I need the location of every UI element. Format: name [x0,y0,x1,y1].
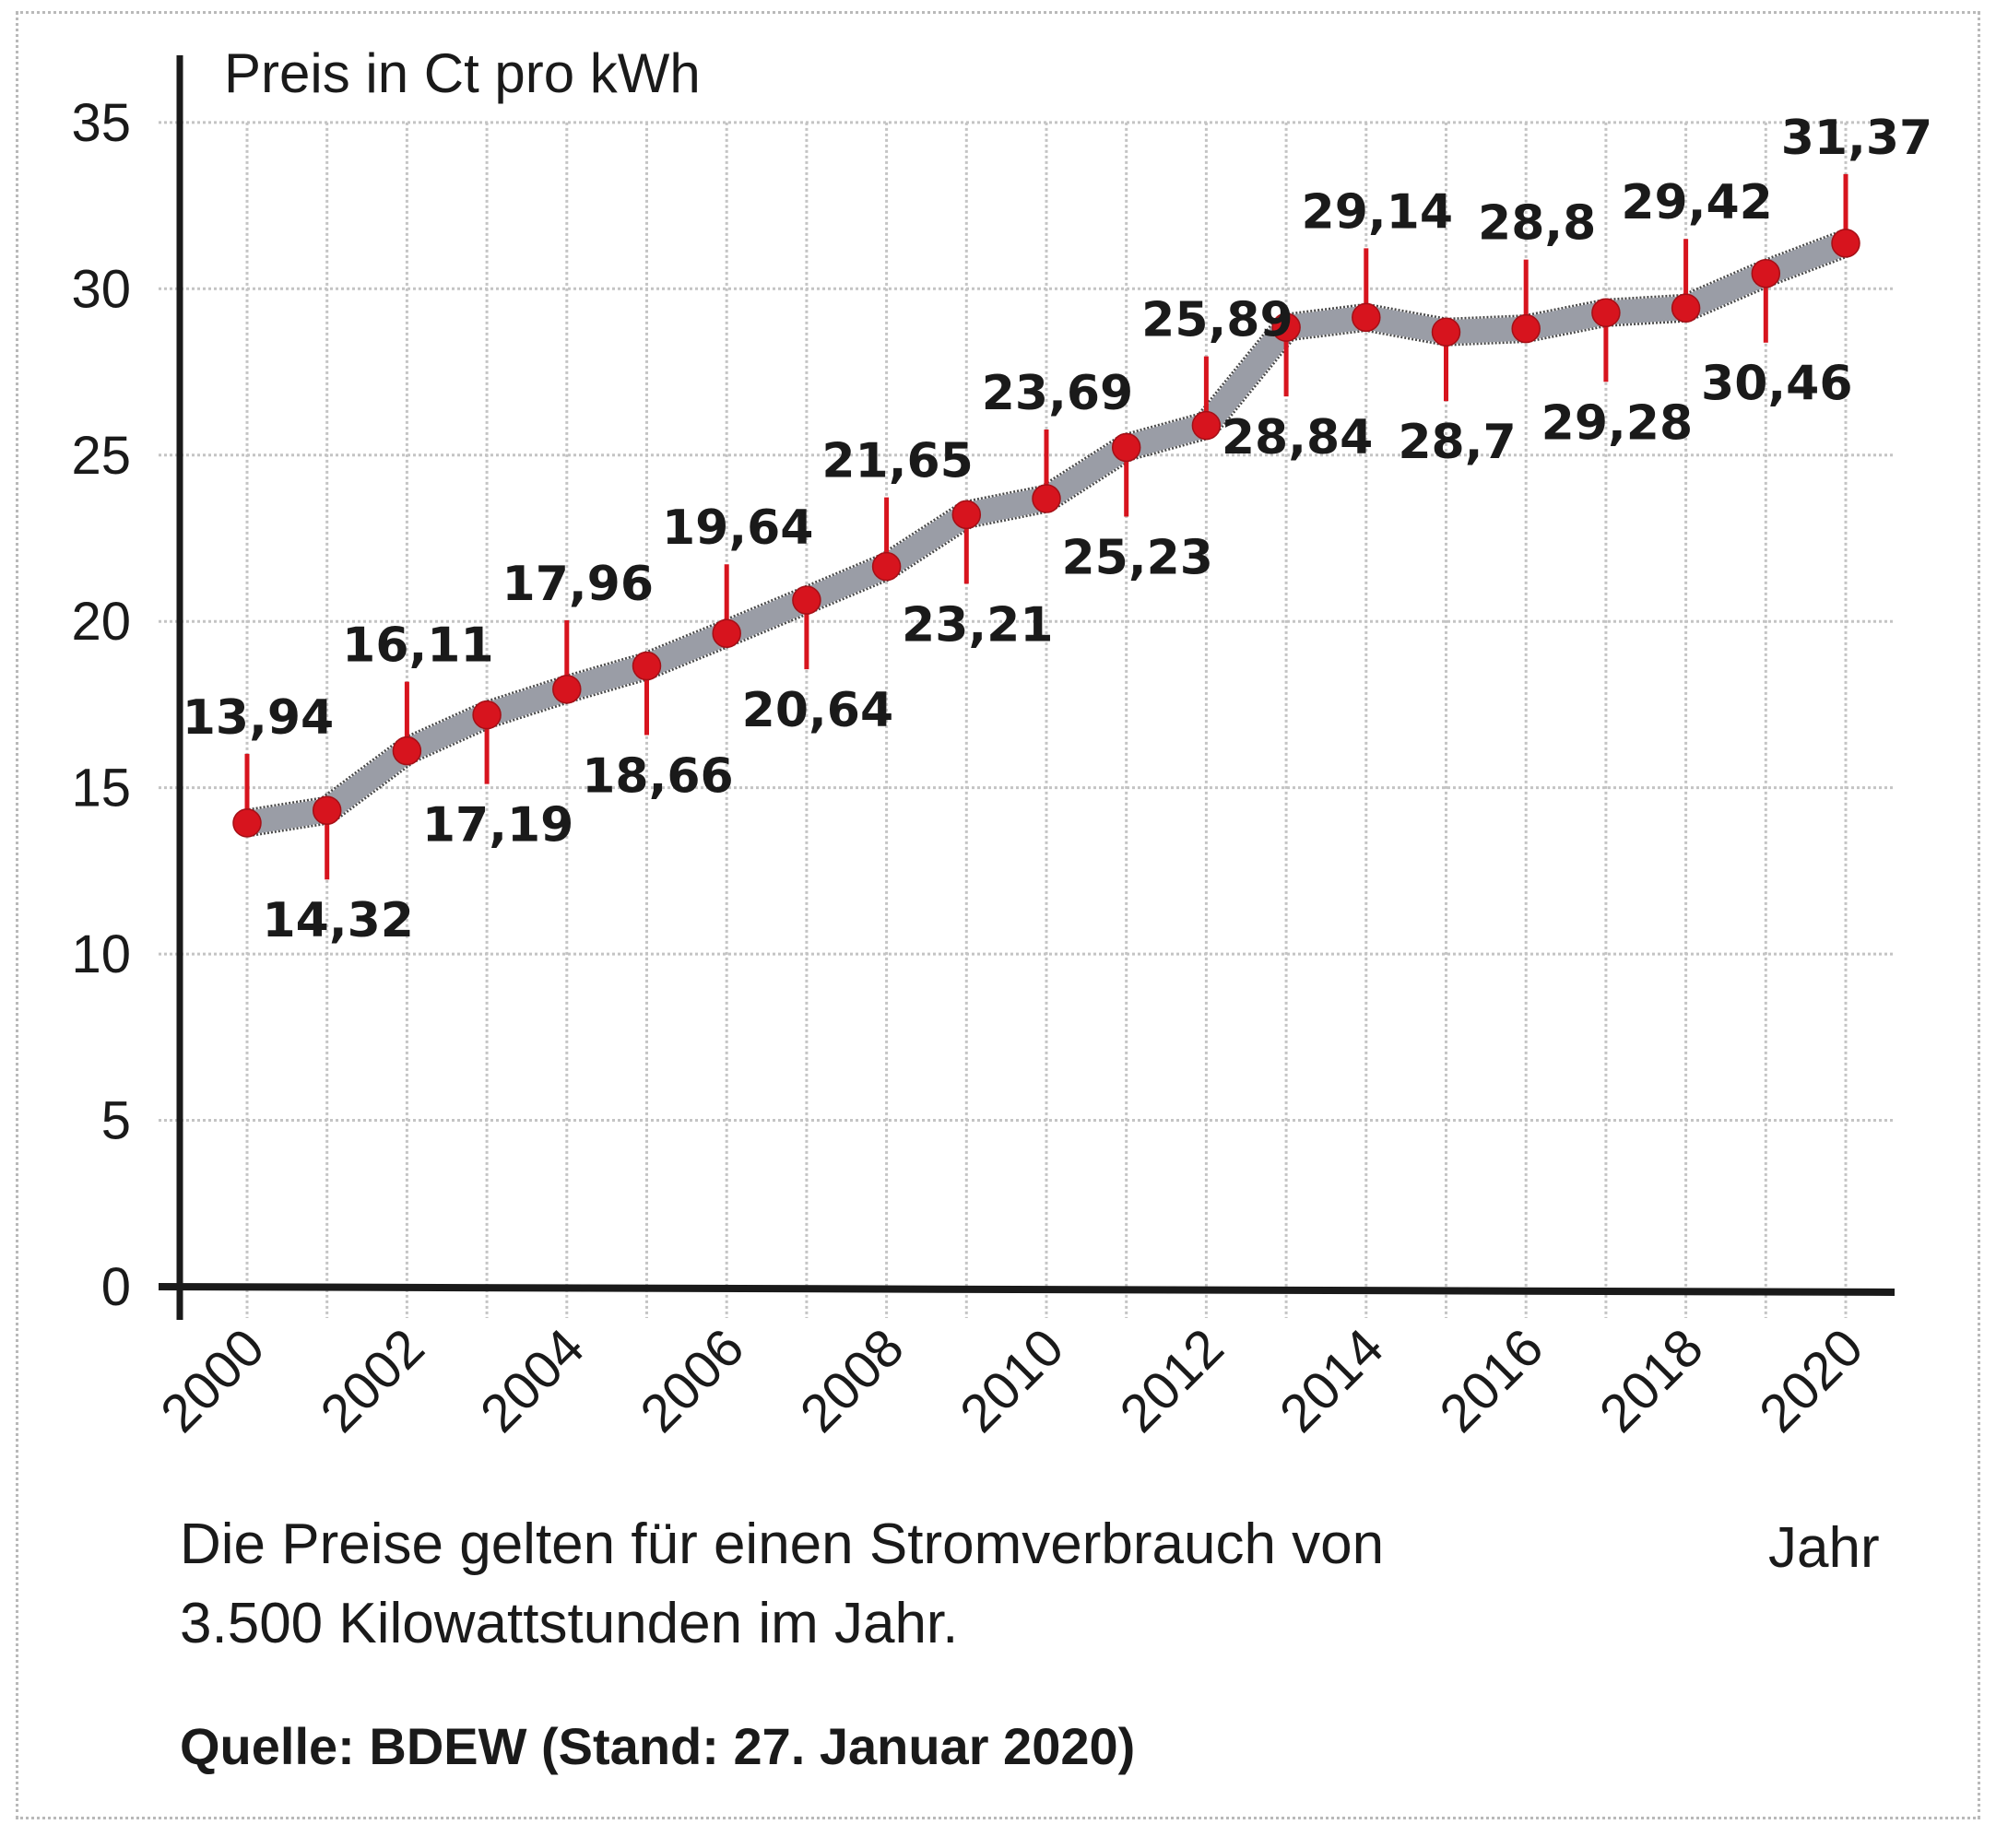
data-point [392,736,422,766]
data-point [871,551,902,582]
value-label: 23,21 [902,597,1053,653]
value-label: 31,37 [1781,111,1932,166]
y-tick-label: 10 [71,924,131,984]
x-axis-line [158,1283,1896,1296]
x-tick-label: 2008 [789,1317,915,1443]
data-point [1191,410,1222,441]
x-tick-label: 2002 [309,1317,435,1443]
footnote-line-1: Die Preise gelten für einen Stromverbrau… [180,1513,1385,1576]
data-point [792,585,821,615]
data-point [1751,258,1781,288]
x-tick-label: 2014 [1269,1317,1395,1443]
value-label: 16,11 [342,618,493,674]
value-label: 19,64 [662,500,813,556]
value-label: 29,42 [1621,175,1772,230]
value-label: 20,64 [742,683,893,738]
y-tick-label: 5 [101,1091,131,1151]
data-point [1271,312,1301,342]
value-label: 29,28 [1541,395,1693,451]
markers [232,229,1860,838]
data-point [232,808,262,838]
data-point [1671,293,1701,323]
x-tick-labels: 2000 2002 2004 2006 2008 2010 2012 2014 2016 2018… [149,1317,1874,1443]
y-tick-labels: 0 5 10 15 20 25 30 35 [71,93,131,1317]
x-tick-label: 2018 [1589,1317,1715,1443]
data-point [1431,317,1461,347]
value-labels: 13,94 14,32 16,11 17,19 17,96 18,66 19,64 20,64… [183,111,1932,948]
value-label: 14,32 [262,893,413,948]
y-tick-label: 20 [71,592,131,652]
x-tick-label: 2006 [629,1317,755,1443]
source-note: Quelle: BDEW (Stand: 27. Januar 2020) [180,1717,1136,1775]
value-label: 17,19 [422,798,573,853]
value-label: 28,84 [1222,410,1373,465]
data-point [1831,229,1860,258]
x-tick-label: 2020 [1748,1317,1874,1443]
value-label: 18,66 [582,749,733,805]
data-point [1032,484,1061,513]
data-point [472,700,502,730]
value-label: 21,65 [821,434,973,489]
y-axis-title: Preis in Ct pro kWh [224,42,701,104]
chart-frame [16,11,1980,1819]
value-label: 28,7 [1398,415,1516,470]
value-label: 17,96 [502,557,654,612]
value-label: 25,89 [1141,293,1293,348]
y-tick-label: 25 [71,426,131,486]
x-axis-title: Jahr [1768,1516,1880,1580]
x-tick-label: 2010 [949,1317,1075,1443]
y-tick-label: 30 [71,259,131,319]
data-point [632,651,662,681]
value-label: 29,14 [1302,184,1453,240]
data-point [1352,302,1381,333]
data-point [312,795,342,825]
x-tick-label: 2004 [469,1317,596,1443]
y-tick-label: 0 [101,1257,131,1317]
footnote-line-2: 3.500 Kilowattstunden im Jahr. [180,1592,959,1655]
y-tick-label: 15 [71,759,131,818]
data-point [1591,298,1621,328]
value-label: 28,8 [1478,196,1596,252]
value-label: 23,69 [982,366,1133,421]
axes [158,55,1896,1320]
value-label: 30,46 [1701,357,1852,412]
data-point [1511,313,1541,344]
x-tick-label: 2016 [1428,1317,1554,1443]
value-label: 13,94 [183,690,334,746]
data-point [1111,432,1141,463]
value-label: 25,23 [1061,530,1212,585]
y-tick-label: 35 [71,93,131,153]
data-point [712,618,741,648]
x-tick-label: 2000 [149,1317,276,1443]
x-tick-label: 2012 [1108,1317,1234,1443]
data-point [552,675,582,704]
data-point [951,500,982,530]
